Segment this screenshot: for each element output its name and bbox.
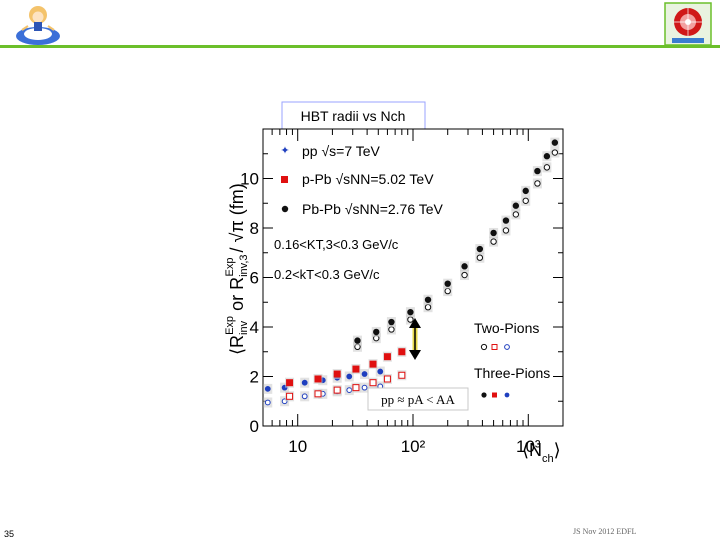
- data-point-ppb-three: [383, 353, 391, 361]
- x-axis-ticks: 10 10² 10³: [271, 129, 564, 456]
- cut-label-three: 0.16<KT,3<0.3 GeV/c: [274, 237, 399, 252]
- legend-marker-pp: ✦: [280, 145, 289, 157]
- data-point-pbpb-three: [502, 217, 510, 224]
- annotation-text: pp ≈ pA < AA: [381, 392, 455, 407]
- legend-marker-ppb: [281, 176, 288, 183]
- data-point-pbpb-three: [373, 328, 380, 336]
- y-tick-label: 0: [250, 417, 259, 436]
- x-tick-label: 10³: [516, 437, 541, 456]
- y-tick-label: 4: [250, 318, 259, 337]
- annotation-box: [367, 387, 469, 411]
- data-point-pp-two: [264, 399, 271, 406]
- data-point-ppb-two: [369, 379, 377, 387]
- data-point-pbpb-two: [407, 316, 414, 323]
- data-point-pp-three: [377, 368, 384, 375]
- data-point-pbpb-three: [444, 280, 451, 287]
- data-point-ppb-three: [352, 365, 360, 373]
- data-point-pp-three: [264, 385, 271, 392]
- data-point-ppb-three: [333, 370, 341, 378]
- data-point-pbpb-two: [424, 304, 432, 311]
- y-tick-label: 8: [250, 219, 259, 238]
- y-axis-label: ⟨RinvExp or Rinv,3Exp / √π (fm): [224, 183, 250, 355]
- data-point-pp-three: [346, 373, 353, 380]
- data-point-pbpb-three: [424, 296, 432, 303]
- data-point-pbpb-two: [502, 227, 510, 234]
- data-point-pbpb-two: [522, 197, 529, 204]
- data-point-pbpb-three: [354, 337, 361, 344]
- y-tick-label: 2: [250, 368, 259, 387]
- data-point-ppb-two: [398, 371, 406, 379]
- mascot-logo: [16, 6, 60, 45]
- data-point-ppb-two: [333, 386, 341, 394]
- data-point-pbpb-three: [388, 318, 395, 326]
- data-point-pbpb-three: [543, 153, 551, 160]
- data-point-ppb-three: [314, 375, 322, 383]
- data-point-pbpb-two: [534, 180, 541, 187]
- data-point-pbpb-three: [476, 245, 484, 253]
- cut-label-two: 0.2<kT<0.3 GeV/c: [274, 267, 380, 282]
- data-point-pbpb-three: [522, 187, 529, 195]
- detector-logo: [664, 2, 712, 46]
- data-point-pbpb-three: [551, 139, 559, 146]
- x-tick-label: 10²: [401, 437, 426, 456]
- data-point-pbpb-three: [461, 263, 468, 270]
- marker-label-two: Two-Pions: [474, 320, 539, 336]
- y-tick-label: 10: [240, 170, 259, 189]
- header-rule: [0, 45, 720, 48]
- data-point-pbpb-two: [461, 271, 468, 279]
- data-point-ppb-three: [369, 360, 377, 368]
- data-point-pbpb-three: [407, 308, 414, 316]
- data-point-pbpb-two: [551, 149, 559, 156]
- data-point-pbpb-three: [490, 229, 497, 237]
- footer-note: JS Nov 2012 EDFL: [573, 527, 637, 536]
- marker-label-three: Three-Pions: [474, 365, 550, 381]
- data-point-ppb-two: [352, 384, 360, 392]
- data-point-pp-two: [346, 387, 353, 394]
- data-point-pbpb-three: [512, 202, 520, 209]
- y-axis-ticks: 0 2 4 6 8 10: [240, 153, 563, 436]
- y-tick-label: 6: [250, 269, 259, 288]
- legend-entry-ppb: p-Pb √sNN=5.02 TeV: [302, 171, 434, 187]
- data-point-ppb-two: [383, 375, 391, 383]
- data-point-pbpb-two: [512, 211, 520, 218]
- chart-title: HBT radii vs Nch: [301, 108, 406, 124]
- data-point-pbpb-three: [534, 167, 541, 175]
- data-point-pbpb-two: [490, 238, 497, 245]
- data-point-pbpb-two: [543, 164, 551, 171]
- data-point-pbpb-two: [476, 254, 484, 261]
- data-point-pp-three: [301, 379, 308, 386]
- data-point-ppb-three: [398, 348, 406, 356]
- data-point-ppb-two: [314, 390, 322, 398]
- title-box: [281, 101, 426, 130]
- comparison-arrow: [409, 318, 421, 360]
- data-point-pbpb-two: [444, 287, 451, 295]
- data-point-pp-two: [301, 393, 308, 400]
- data-point-pbpb-two: [388, 326, 395, 333]
- x-axis-label: ⟨Nch⟩: [522, 440, 561, 465]
- two-pion-marker-key: [480, 343, 510, 351]
- data-point-pp-two: [361, 384, 368, 391]
- data-marks: [263, 137, 560, 408]
- legend-marker-pbpb: [281, 205, 289, 213]
- data-point-ppb-three: [286, 379, 294, 387]
- three-pion-marker-key: [481, 392, 510, 398]
- x-tick-label: 10: [288, 437, 307, 456]
- legend-entry-pbpb: Pb-Pb √sNN=2.76 TeV: [302, 201, 444, 217]
- data-point-ppb-two: [286, 392, 294, 400]
- legend-entry-pp: pp √s=7 TeV: [302, 143, 381, 159]
- data-point-pp-three: [361, 371, 368, 377]
- page-number: 35: [4, 529, 15, 539]
